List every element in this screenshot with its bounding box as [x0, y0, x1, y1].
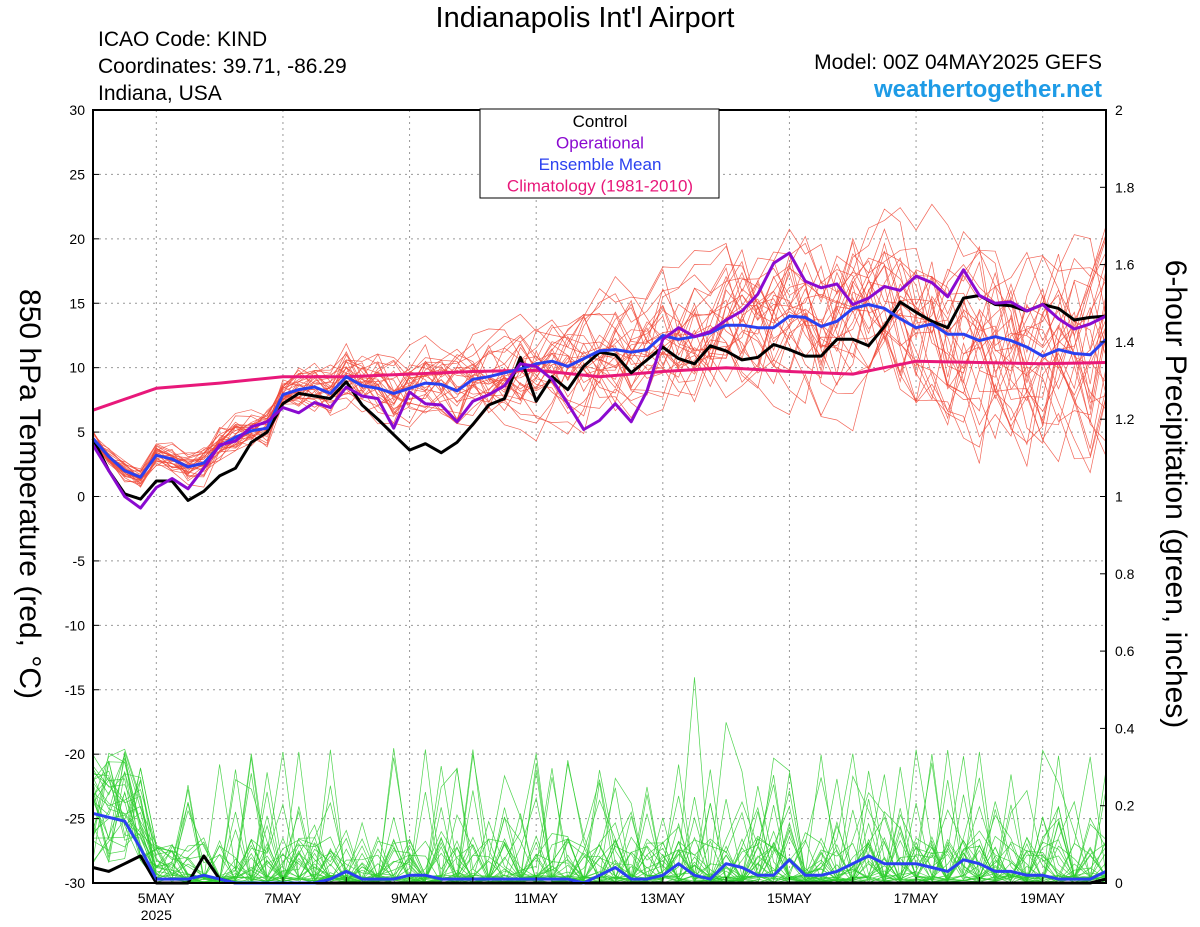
- x-tick-label: 5MAY: [138, 890, 176, 906]
- model-run: Model: 00Z 04MAY2025 GEFS: [814, 51, 1102, 74]
- chart-title: Indianapolis Int'l Airport: [435, 2, 735, 34]
- y2-tick-label: 0: [1115, 875, 1123, 891]
- ensemble-member-temp-line: [92, 233, 1107, 484]
- y2-tick-label: 0.2: [1115, 798, 1135, 814]
- x-tick-sublabel: 2025: [141, 907, 172, 923]
- ensemble-member-precip-line: [92, 749, 1107, 884]
- y2-tick-label: 1: [1115, 489, 1123, 505]
- y-tick-label: -20: [65, 746, 85, 762]
- ensemble-member-precip-line: [92, 748, 1107, 884]
- series-line-ensemble-mean: [91, 303, 1108, 479]
- legend-box: [479, 108, 720, 199]
- ensemble-member-precip-line: [92, 677, 1107, 884]
- location: Indiana, USA: [98, 82, 222, 105]
- y-tick-label: 5: [77, 424, 85, 440]
- legend-entry-ensemble-mean: Ensemble Mean: [539, 155, 662, 174]
- y-tick-label: 30: [69, 102, 85, 118]
- legend: Control Operational Ensemble Mean Climatolo…: [479, 108, 720, 199]
- ensemble-member-precip-line: [92, 749, 1107, 883]
- ensemble-member-precip-line: [92, 749, 1107, 884]
- y2-tick-label: 0.6: [1115, 643, 1135, 659]
- series-line-climatology-1981-2010: [92, 359, 1107, 412]
- y-tick-label: -15: [65, 682, 85, 698]
- ensemble-member-temp-line: [92, 252, 1107, 487]
- series-line-control: [91, 294, 1107, 502]
- y2-tick-label: 1.8: [1115, 179, 1135, 195]
- x-tick-label: 13MAY: [640, 890, 686, 906]
- ensemble-member-precip-line: [92, 753, 1107, 885]
- x-tick-label: 7MAY: [264, 890, 302, 906]
- y-tick-label: 10: [69, 360, 85, 376]
- y-tick-label: 0: [77, 489, 85, 505]
- ensemble-member-temp-line: [92, 231, 1107, 470]
- y-tick-label: -30: [65, 875, 85, 891]
- legend-entry-control: Control: [573, 112, 628, 131]
- ensemble-member-temp-line: [92, 279, 1107, 477]
- y-tick-label: -10: [65, 617, 85, 633]
- x-tick-label: 9MAY: [391, 890, 429, 906]
- series-line-operational: [91, 251, 1107, 510]
- y-tick-label: 20: [69, 231, 85, 247]
- x-tick-label: 19MAY: [1020, 890, 1066, 906]
- y-tick-label: -5: [73, 553, 86, 569]
- ensemble-member-temp-line: [92, 237, 1107, 481]
- icao-code: ICAO Code: KIND: [98, 28, 268, 51]
- y2-tick-label: 2: [1115, 102, 1123, 118]
- legend-entry-operational: Operational: [556, 134, 644, 153]
- x-tick-label: 11MAY: [514, 890, 558, 906]
- ensemble-member-precip-line: [92, 748, 1107, 884]
- y-tick-label: -25: [65, 811, 85, 827]
- y2-tick-label: 0.4: [1115, 720, 1135, 736]
- y-tick-label: 15: [69, 295, 85, 311]
- y2-tick-label: 1.2: [1115, 411, 1135, 427]
- site-link[interactable]: weathertogether.net: [873, 76, 1102, 103]
- y2-tick-label: 0.8: [1115, 566, 1135, 582]
- ensemble-member-precip-line: [92, 756, 1107, 884]
- y-tick-label: 25: [69, 166, 85, 182]
- ensemble-member-temp-line: [92, 225, 1107, 488]
- coordinates: Coordinates: 39.71, -86.29: [98, 55, 347, 78]
- x-tick-label: 17MAY: [894, 890, 940, 906]
- x-tick-label: 15MAY: [767, 890, 813, 906]
- legend-entry-climatology-1981-2010: Climatology (1981-2010): [507, 177, 693, 196]
- ensemble-member-temp-line: [92, 267, 1107, 482]
- y2-tick-label: 1.6: [1115, 257, 1135, 273]
- y2-tick-label: 1.4: [1115, 334, 1135, 350]
